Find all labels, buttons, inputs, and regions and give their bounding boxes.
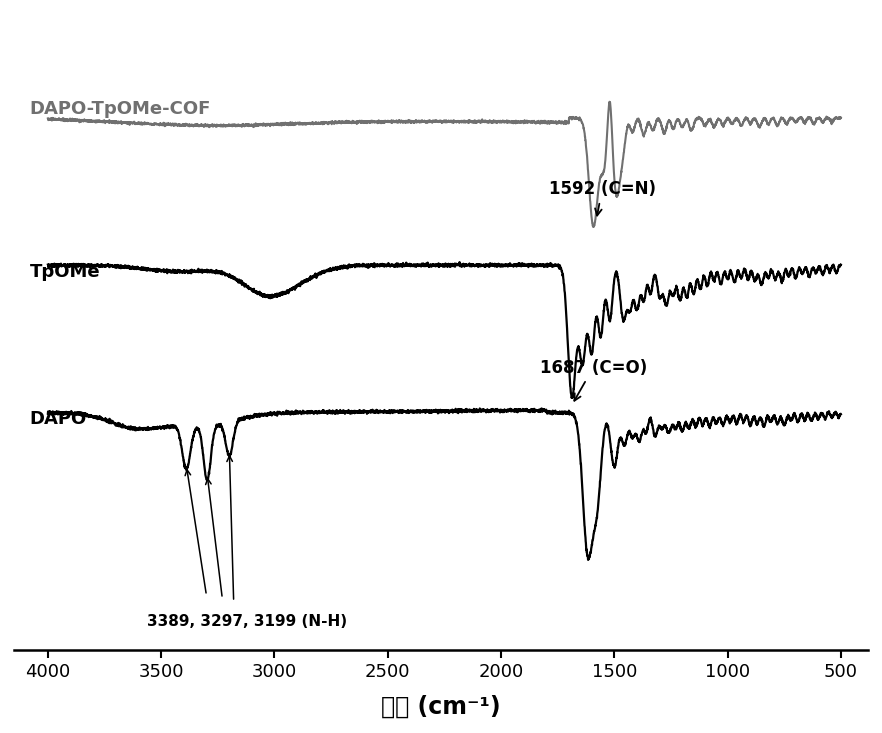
Text: 3389, 3297, 3199 (N-H): 3389, 3297, 3199 (N-H)	[147, 614, 348, 630]
Text: 1592 (C=N): 1592 (C=N)	[549, 180, 655, 216]
Text: DAPO: DAPO	[30, 410, 87, 428]
Text: DAPO-TpOMe-COF: DAPO-TpOMe-COF	[30, 100, 211, 118]
Text: TpOMe: TpOMe	[30, 262, 101, 281]
X-axis label: 波数 (cm⁻¹): 波数 (cm⁻¹)	[381, 695, 501, 719]
Text: 1687 (C=O): 1687 (C=O)	[540, 358, 647, 401]
